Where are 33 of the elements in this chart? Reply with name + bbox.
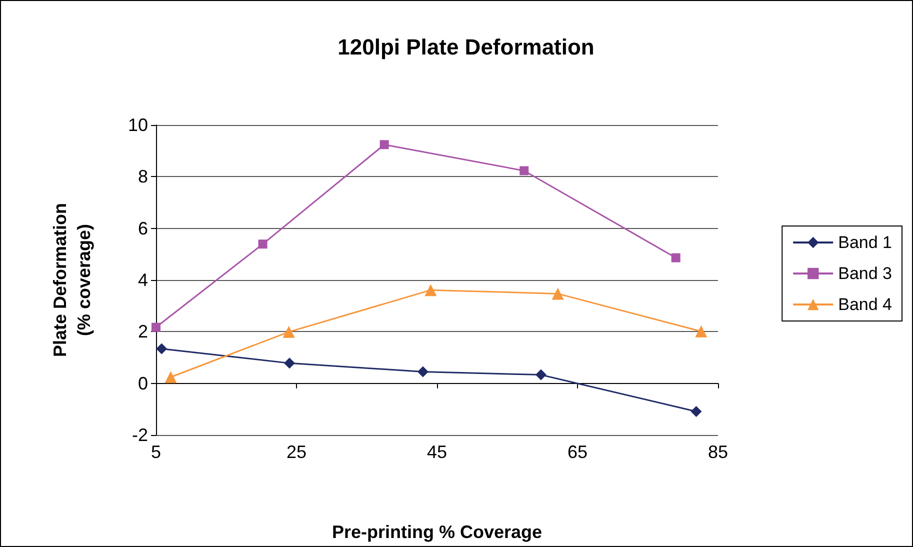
point: [380, 140, 389, 150]
legend-label: Band 4: [838, 295, 892, 314]
point: [695, 325, 708, 338]
legend-label: Band 3: [838, 264, 892, 283]
x-tick-label: 45: [426, 442, 448, 462]
point: [258, 240, 268, 249]
point: [164, 371, 177, 384]
x-axis-title: Pre-printing % Coverage: [332, 522, 542, 542]
y-tick-label: 2: [138, 322, 148, 342]
x-tick-label: 85: [708, 442, 728, 462]
point: [156, 343, 168, 354]
point: [535, 369, 546, 380]
y-tick-label: 6: [138, 218, 148, 238]
x-tick-label: 65: [567, 442, 588, 462]
point: [284, 358, 295, 369]
point: [417, 366, 428, 378]
legend-label: Band 1: [838, 233, 892, 252]
y-tick-label: 10: [128, 115, 148, 135]
y-axis-title: Plate Deformation (% coverage): [50, 202, 94, 358]
y-tick-label: 4: [138, 270, 148, 290]
point: [552, 288, 564, 300]
y-tick-label: 0: [138, 373, 148, 394]
y-tick-label: -2: [132, 425, 148, 445]
point: [282, 326, 295, 338]
point: [690, 406, 702, 417]
chart-title: 120lpi Plate Deformation: [338, 34, 594, 60]
point: [671, 253, 680, 262]
x-tick-label: 5: [150, 442, 162, 462]
point: [152, 322, 160, 332]
point: [520, 166, 529, 176]
x-tick-label: 25: [286, 442, 307, 462]
y-tick-label: 8: [138, 166, 148, 187]
point: [424, 284, 437, 296]
